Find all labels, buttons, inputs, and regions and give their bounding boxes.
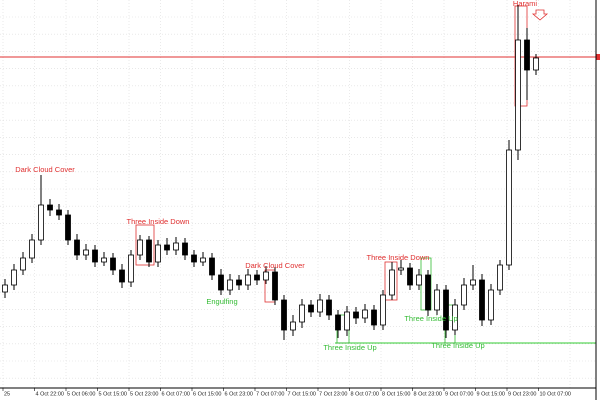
x-tick-label: 6 Oct 07:00 [162, 391, 190, 397]
x-tick-label: 5 Oct 23:00 [130, 391, 158, 397]
candle-body [200, 257, 206, 263]
candle-body [524, 39, 530, 71]
candle-body [479, 279, 485, 321]
x-tick-label: 7 Oct 07:00 [256, 391, 284, 397]
candle-body [470, 279, 476, 286]
candle-body [11, 269, 17, 286]
candle-body [299, 304, 305, 323]
x-tick-label: 9 Oct 23:00 [508, 391, 536, 397]
candle-body [29, 239, 35, 259]
x-labels: 25 4 Oct 22:00 5 Oct 06:00 5 Oct 15:00 5 Oct… [2, 388, 572, 397]
x-tick-label: 5 Oct 06:00 [67, 391, 95, 397]
candle-body [335, 314, 341, 331]
candle-body [173, 242, 179, 251]
candle-body [326, 299, 332, 316]
candle-body [515, 39, 521, 151]
price-marker [596, 54, 600, 60]
candle-body [443, 289, 449, 331]
candle-body [344, 311, 350, 331]
candle-body [2, 284, 8, 293]
candle-body [506, 149, 512, 266]
candle-body [290, 321, 296, 331]
candle-body [38, 204, 44, 241]
x-tick-label: 8 Oct 07:00 [351, 391, 379, 397]
candle-body [317, 299, 323, 313]
candle-body [182, 242, 188, 256]
candle-body [101, 257, 107, 263]
x-tick-label: 5 Oct 15:00 [99, 391, 127, 397]
pattern-label: Three Inside Up [323, 343, 376, 352]
pattern-label: Harami [513, 0, 538, 8]
candle-body [164, 244, 170, 251]
candle-body [236, 279, 242, 286]
candle-body [227, 279, 233, 291]
x-tick-label: 10 Oct 07:00 [540, 391, 572, 397]
x-tick-label: 9 Oct 15:00 [477, 391, 505, 397]
candle-body [218, 274, 224, 291]
x-tick-label: 4 Oct 22:00 [36, 391, 64, 397]
candle-body [155, 244, 161, 263]
pattern-box [384, 261, 398, 301]
pattern-label: Three Inside Down [127, 217, 190, 226]
x-tick-label: 7 Oct 23:00 [319, 391, 347, 397]
candles [2, 5, 539, 340]
candle-body [407, 267, 413, 286]
x-tick-label: 25 [4, 391, 10, 397]
x-tick-label: 6 Oct 15:00 [193, 391, 221, 397]
candle-body [83, 249, 89, 256]
candle-body [92, 249, 98, 263]
pattern-label: Three Inside Up [431, 341, 484, 350]
candle-body [65, 214, 71, 241]
candle-body [371, 309, 377, 326]
candle-body [389, 269, 395, 296]
candle-body [533, 57, 539, 71]
candle-body [20, 257, 26, 271]
candle-body [416, 274, 422, 286]
levels [0, 54, 600, 344]
candle-body [353, 311, 359, 319]
candle-body [191, 254, 197, 263]
candle-body [119, 269, 125, 283]
candle-body [461, 284, 467, 306]
candle-body [74, 239, 80, 256]
x-tick-label: 9 Oct 07:00 [445, 391, 473, 397]
candle-body [281, 299, 287, 331]
pattern-box [135, 224, 155, 266]
candle-body [128, 254, 134, 283]
pattern-label: Three Inside Up [404, 314, 457, 323]
pattern-label: Engulfing [206, 297, 237, 306]
candle-body [110, 257, 116, 271]
pattern-label: Dark Cloud Cover [245, 261, 305, 270]
harami-arrow [531, 9, 549, 21]
candle-body [452, 304, 458, 331]
candle-body [362, 309, 368, 319]
x-tick-label: 7 Oct 15:00 [288, 391, 316, 397]
pattern-label: Dark Cloud Cover [15, 165, 75, 174]
candle-body [380, 294, 386, 326]
candle-body [56, 209, 62, 216]
x-tick-label: 6 Oct 23:00 [225, 391, 253, 397]
candle-body [425, 274, 431, 311]
grid [0, 0, 596, 388]
x-tick-label: 8 Oct 23:00 [414, 391, 442, 397]
candle-body [263, 271, 269, 281]
candle-body [488, 289, 494, 321]
candle-body [398, 267, 404, 271]
x-tick-label: 8 Oct 15:00 [382, 391, 410, 397]
candle-body [308, 304, 314, 313]
candle-body [254, 274, 260, 281]
candle-body [497, 264, 503, 291]
annotations: Dark Cloud Cover Three Inside Down Engulfi… [15, 0, 537, 352]
candle-body [47, 204, 53, 211]
candle-body [137, 239, 143, 256]
candle-body [434, 289, 440, 311]
candle-body [209, 257, 215, 276]
pattern-label: Three Inside Down [367, 253, 430, 262]
candle-body [245, 274, 251, 286]
candle-body [146, 239, 152, 263]
candle-body [272, 271, 278, 301]
